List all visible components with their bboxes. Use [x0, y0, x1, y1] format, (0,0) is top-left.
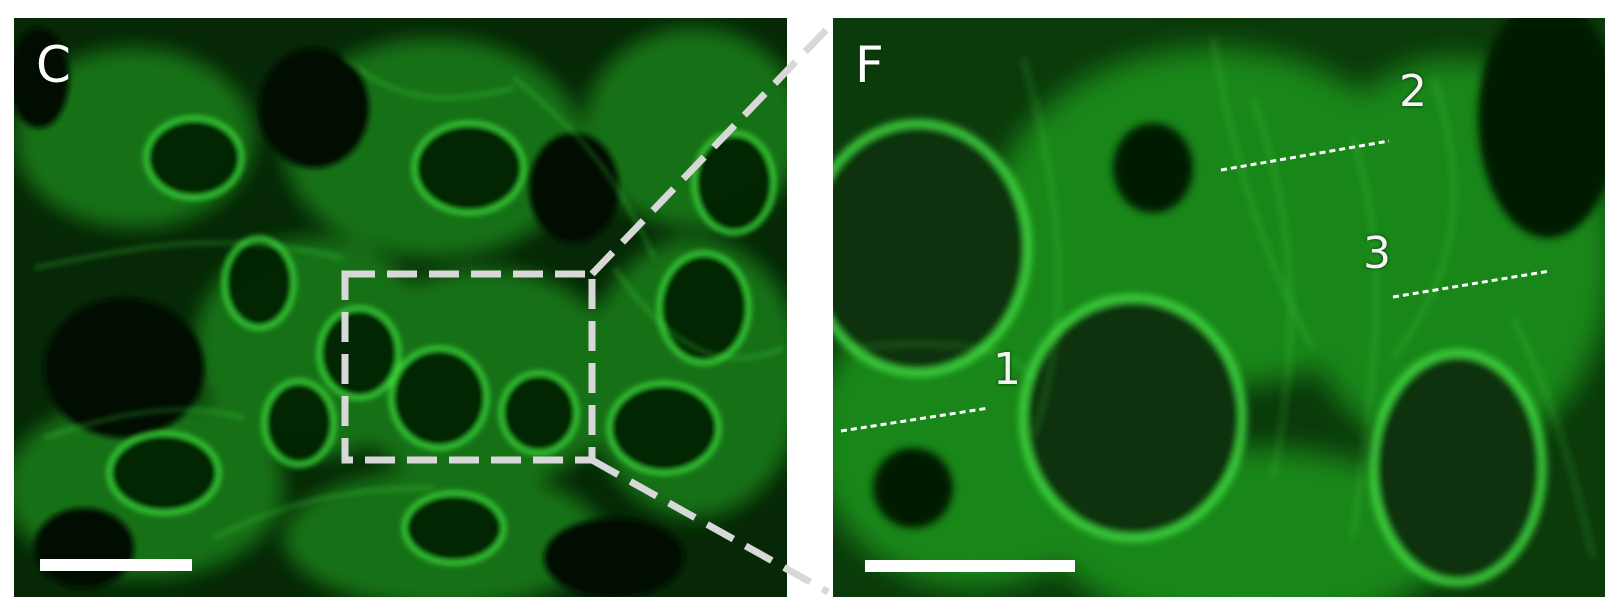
scale-bar: [40, 559, 192, 571]
line-profile-label-3: 3: [1363, 228, 1391, 279]
line-profile-label-1: 1: [993, 344, 1021, 395]
zoom-micrograph-image: [833, 18, 1605, 597]
scale-bar: [865, 560, 1075, 572]
zoom-micrograph-panel: F 1 2 3: [833, 18, 1605, 597]
line-profile-label-2: 2: [1399, 66, 1427, 117]
panel-letter-f: F: [855, 36, 884, 94]
panel-letter-c: C: [36, 36, 71, 94]
overview-micrograph-image: [14, 18, 787, 597]
overview-micrograph-panel: C: [14, 18, 787, 597]
